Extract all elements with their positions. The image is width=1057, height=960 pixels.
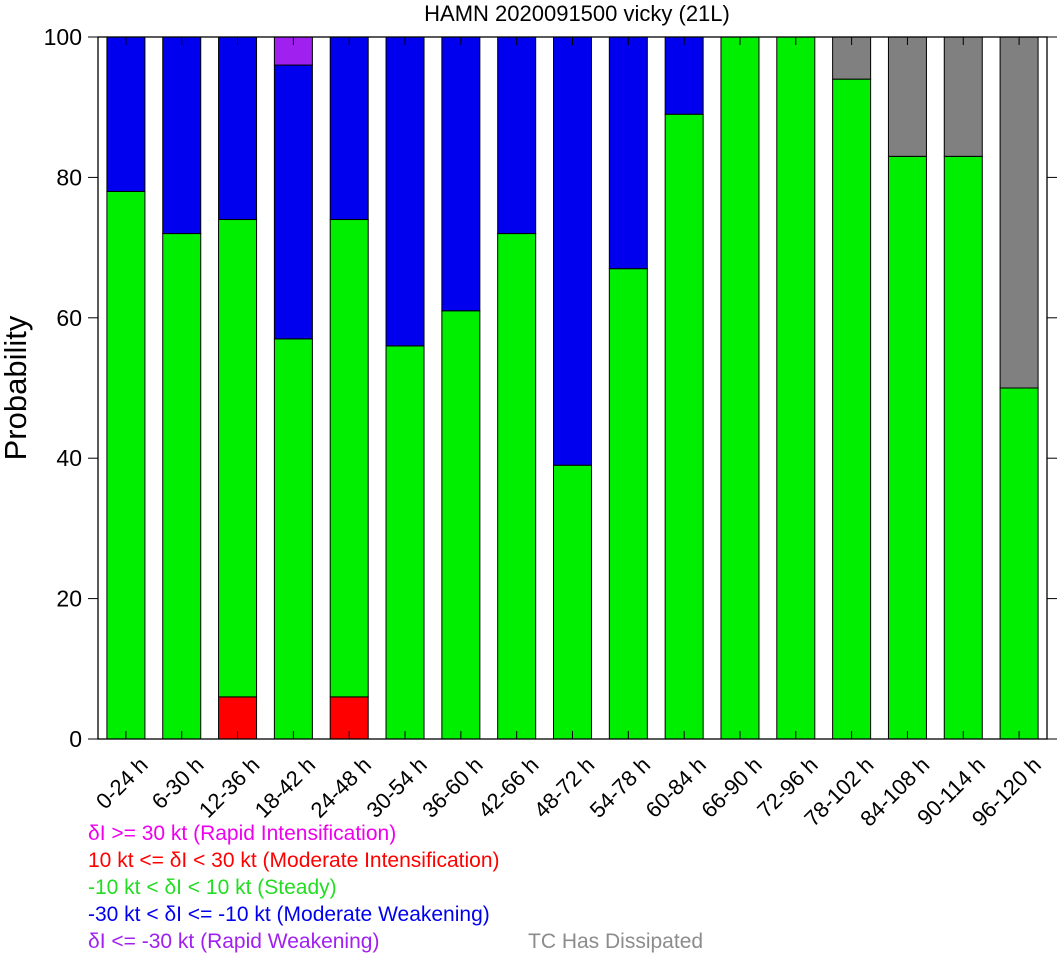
x-tick-label: 24-48 h (306, 752, 376, 822)
x-tick-label: 60-84 h (641, 752, 711, 822)
bar-segment-s5-c16 (999, 36, 1039, 389)
x-tick-label: 12-36 h (194, 752, 264, 822)
bar-segment-s3-c0 (106, 36, 146, 192)
legend-entry-5: TC Has Dissipated (528, 930, 704, 953)
x-tick-label: 42-66 h (473, 752, 543, 822)
bar-segment-s5-c14 (887, 36, 927, 157)
x-tick-label: 0-24 h (91, 752, 153, 814)
bar-segment-s3-c2 (218, 36, 258, 221)
bar-segment-s2-c15 (943, 155, 983, 740)
y-axis-label: Probability (0, 315, 33, 460)
bar-segment-s3-c1 (162, 36, 202, 235)
bar-segment-s2-c2 (218, 219, 258, 698)
x-tick-label: 30-54 h (361, 752, 431, 822)
bar-segment-s2-c12 (776, 36, 816, 740)
bar-segment-s3-c5 (385, 36, 425, 347)
bar-segment-s3-c10 (664, 36, 704, 115)
bar-segment-s2-c5 (385, 345, 425, 740)
bar-segment-s5-c15 (943, 36, 983, 157)
bar-segment-s2-c0 (106, 190, 146, 740)
x-tick-label: 36-60 h (417, 752, 487, 822)
chart-title: HAMN 2020091500 vicky (21L) (424, 1, 730, 26)
bar-segment-s2-c6 (441, 310, 481, 740)
bars-group (106, 36, 1039, 740)
legend-entry-0: δI >= 30 kt (Rapid Intensification) (88, 822, 397, 845)
bar-segment-s5-c13 (832, 36, 872, 80)
y-tick-label: 100 (44, 24, 82, 50)
y-tick-label: 0 (69, 726, 82, 752)
bar-segment-s3-c9 (608, 36, 648, 270)
y-tick-label: 60 (56, 305, 82, 331)
bar-segment-s3-c7 (497, 36, 537, 235)
bar-segment-s2-c13 (832, 78, 872, 740)
y-tick-label: 20 (56, 586, 82, 612)
legend-entry-3: -30 kt < δI <= -10 kt (Moderate Weakenin… (88, 903, 490, 926)
bar-segment-s2-c14 (887, 155, 927, 740)
bar-segment-s3-c3 (273, 64, 313, 340)
y-tick-label: 80 (56, 164, 82, 190)
x-tick-label: 54-78 h (585, 752, 655, 822)
legend-entry-1: 10 kt <= δI < 30 kt (Moderate Intensific… (88, 849, 500, 872)
x-tick-label: 18-42 h (250, 752, 320, 822)
bar-segment-s2-c11 (720, 36, 760, 740)
legend-entry-2: -10 kt < δI < 10 kt (Steady) (88, 876, 337, 899)
bar-segment-s3-c6 (441, 36, 481, 312)
legend-entry-4: δI <= -30 kt (Rapid Weakening) (88, 930, 380, 953)
bar-segment-s3-c4 (329, 36, 369, 221)
x-tick-label: 48-72 h (529, 752, 599, 822)
bar-segment-s2-c4 (329, 219, 369, 698)
y-tick-label: 40 (56, 445, 82, 471)
x-tick-label: 66-90 h (696, 752, 766, 822)
bar-segment-s2-c1 (162, 233, 202, 740)
bar-segment-s2-c3 (273, 338, 313, 740)
bar-segment-s2-c10 (664, 113, 704, 740)
bar-segment-s2-c9 (608, 268, 648, 740)
bar-segment-s2-c8 (553, 464, 592, 740)
bar-segment-s3-c8 (553, 36, 592, 466)
bar-segment-s2-c7 (497, 233, 537, 740)
bar-segment-s2-c16 (999, 387, 1039, 740)
